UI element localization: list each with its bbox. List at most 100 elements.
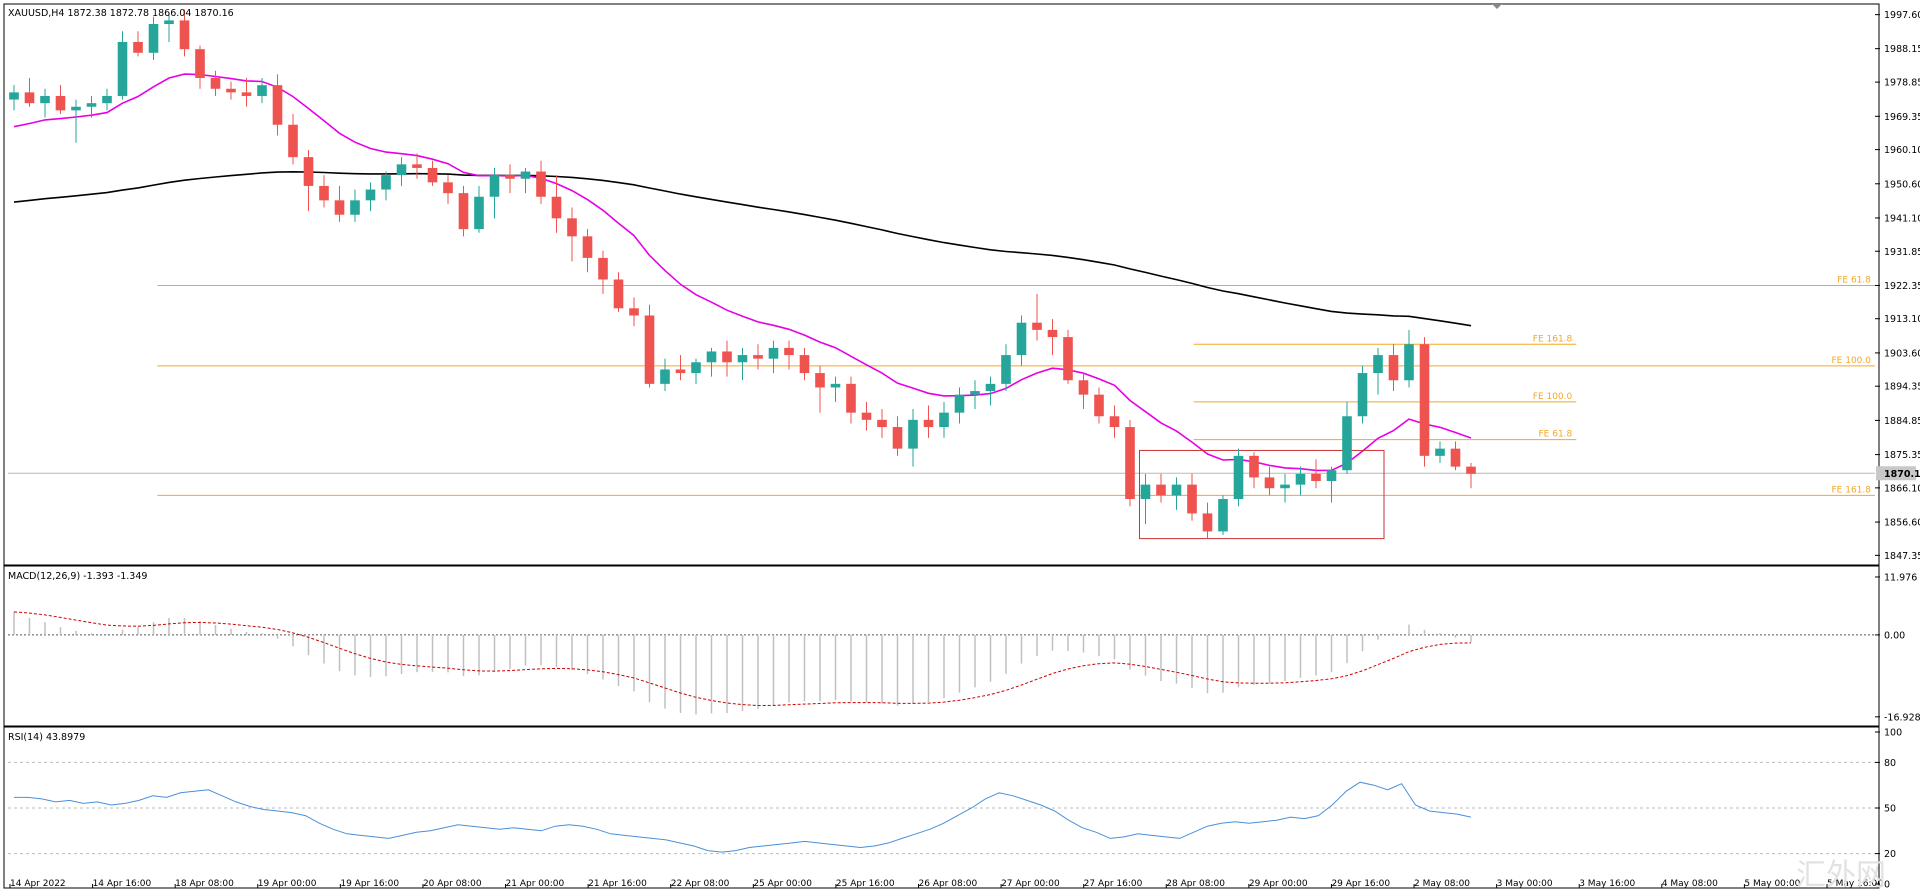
rsi-tick-label: 100 (1884, 728, 1902, 739)
candle-body (1187, 484, 1197, 514)
macd-title: MACD(12,26,9) -1.393 -1.349 (8, 571, 147, 582)
fibo-label: FE 100.0 (1533, 392, 1573, 402)
candle-body (954, 394, 965, 413)
time-tick-label: 22 Apr 08:00 (671, 879, 730, 889)
candle-body (970, 391, 980, 395)
time-tick-label: 2 May 08:00 (1414, 879, 1470, 889)
candle-body (117, 41, 128, 96)
candle-body (1357, 373, 1368, 417)
candle-body (1388, 355, 1399, 381)
price-tick-label: 1866.10 (1884, 483, 1920, 494)
fibo-label: FE 161.8 (1832, 485, 1872, 495)
macd-tick-label: -16.928 (1884, 712, 1920, 723)
ma-fast-line (13, 73, 1472, 472)
price-axis: 1997.60 1988.15 1978.85 1969.35 1960.10 1950.… (1875, 10, 1920, 891)
price-tick-label: 1875.35 (1884, 450, 1920, 461)
candle-body (40, 95, 50, 104)
candle-body (102, 95, 112, 104)
candle-body (86, 103, 97, 107)
candle-body (613, 279, 624, 309)
candle-body (877, 419, 887, 428)
price-tick-label: 1969.35 (1884, 112, 1920, 123)
candle-body (830, 383, 841, 388)
candle-body (458, 193, 469, 230)
candle-body (210, 77, 221, 89)
candle-body (660, 369, 670, 384)
time-tick-label: 20 Apr 08:00 (423, 879, 482, 889)
time-tick-label: 29 Apr 00:00 (1249, 879, 1308, 889)
candle-body (1311, 473, 1321, 482)
time-tick-label: 25 Apr 00:00 (753, 879, 812, 889)
rsi-tick-label: 20 (1884, 849, 1896, 860)
rsi-line (14, 781, 1472, 853)
candle-body (551, 196, 562, 219)
rsi-panel (8, 761, 1875, 855)
candle-body (520, 171, 531, 179)
candle-body (737, 355, 748, 363)
time-tick-label: 27 Apr 00:00 (1001, 879, 1060, 889)
time-tick-label: 29 Apr 16:00 (1331, 879, 1390, 889)
symbol-header[interactable]: XAUUSD,H4 1872.38 1872.78 1866.04 1870.1… (8, 8, 234, 19)
candle-body (784, 347, 794, 356)
candle-body (1342, 416, 1352, 471)
time-tick-label: 27 Apr 16:00 (1084, 879, 1143, 889)
candle-body (164, 20, 174, 24)
candle-body (1078, 380, 1089, 395)
candle-body (923, 419, 934, 428)
candle-body (939, 412, 949, 428)
candle-body (598, 257, 608, 280)
candle-body (644, 315, 655, 384)
rsi-tick-label: 50 (1884, 804, 1896, 815)
candle-body (319, 185, 329, 201)
candle-body (1404, 344, 1414, 381)
candle-body (1373, 355, 1383, 374)
time-axis: 14 Apr 2022 14 Apr 16:00 18 Apr 08:00 19 Ap… (9, 879, 1883, 889)
fibo-label: FE 61.8 (1837, 275, 1871, 285)
time-tick-label: 14 Apr 2022 (10, 879, 66, 889)
candle-body (1094, 394, 1104, 417)
candle-body (396, 164, 407, 176)
candle-body (1249, 455, 1259, 478)
candle-body (1063, 337, 1073, 381)
price-tick-label: 1884.85 (1884, 416, 1920, 427)
candle-body (1001, 355, 1011, 384)
time-tick-label: 14 Apr 16:00 (93, 879, 152, 889)
candle-body (505, 175, 515, 179)
candle-body (675, 369, 686, 374)
candle-body (1295, 473, 1306, 485)
candle-body (908, 419, 918, 449)
macd-tick-label: 11.976 (1884, 572, 1917, 583)
candle-body (691, 362, 701, 374)
watermark-logo: 汇外网 (1796, 858, 1886, 892)
candle-body (799, 355, 810, 374)
candle-body (334, 200, 345, 215)
candle-body (722, 351, 732, 363)
time-tick-label: 3 May 00:00 (1497, 879, 1553, 889)
price-tick-label: 1913.10 (1884, 314, 1920, 325)
candle-body (1264, 477, 1275, 489)
candle-body (1109, 416, 1120, 428)
price-tick-label: 1950.60 (1884, 179, 1920, 190)
ma-slow-line (13, 170, 1472, 327)
candle-body (272, 85, 283, 125)
candle-body (489, 175, 500, 197)
candle-body (985, 383, 996, 392)
candle-body (474, 196, 484, 230)
rsi-title: RSI(14) 43.8979 (8, 732, 85, 743)
candle-body (1202, 513, 1213, 532)
candle-body (1016, 322, 1027, 356)
rsi-tick-label: 80 (1884, 758, 1896, 769)
chart-menu-icon (1492, 4, 1502, 9)
fibo-label: FE 100.0 (1832, 356, 1872, 366)
candle-body (892, 427, 903, 449)
time-tick-label: 4 May 08:00 (1662, 879, 1718, 889)
candle-body (1171, 484, 1182, 496)
price-tick-label: 1894.35 (1884, 382, 1920, 393)
price-tick-label: 1903.60 (1884, 348, 1920, 359)
fibo-label: FE 61.8 (1539, 430, 1573, 440)
candle-body (706, 351, 717, 363)
current-price-label: 1870.16 (1884, 469, 1920, 480)
candle-body (148, 23, 159, 53)
candle-body (241, 92, 252, 96)
